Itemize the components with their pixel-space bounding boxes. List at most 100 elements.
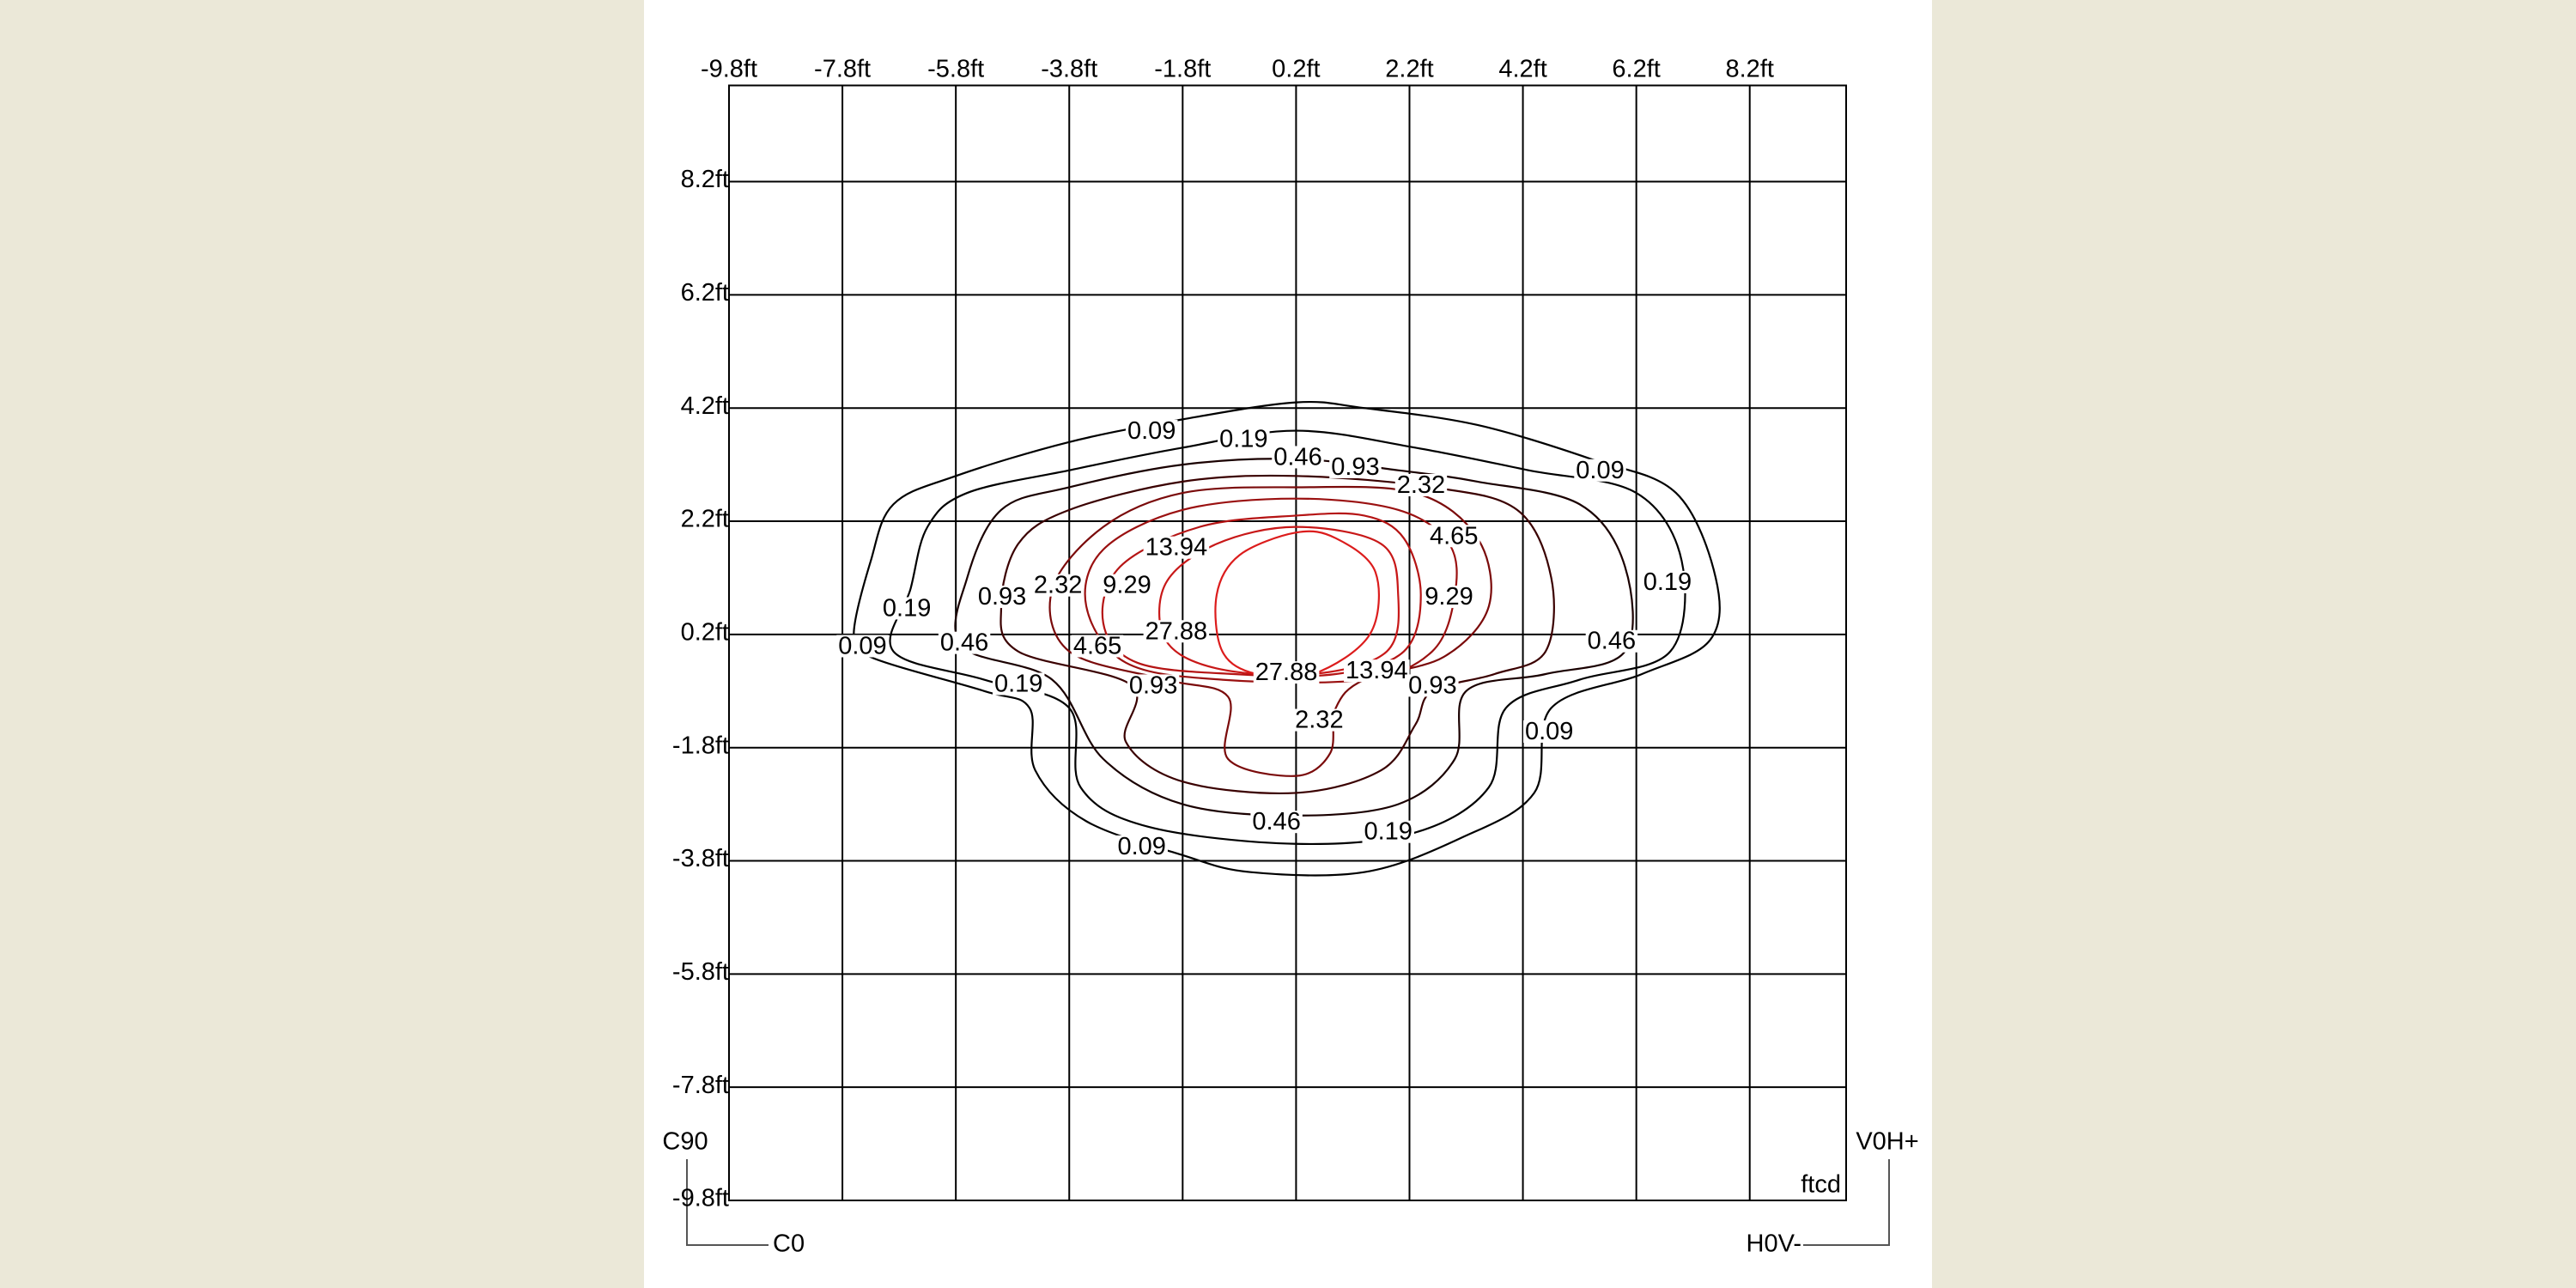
x-tick-label: -3.8ft [1041, 56, 1097, 83]
contour-label: 0.46 [1252, 808, 1300, 835]
contour-label: 0.46 [1273, 443, 1321, 471]
contour-label-group: 0.19 [992, 670, 1045, 697]
contour-label-bg [1293, 708, 1346, 732]
plot-border [728, 84, 1847, 1201]
contour-label-bg [1394, 473, 1448, 496]
contour-label-bg [1101, 574, 1153, 597]
contour-label-bg [1585, 629, 1638, 653]
contour-label: 0.09 [1525, 718, 1573, 745]
y-tick-label: -9.8ft [672, 1185, 729, 1212]
contour-label-group: 0.19 [1641, 568, 1694, 596]
x-tick-label: 2.2ft [1385, 56, 1433, 83]
contour-label-bg [1522, 720, 1576, 743]
contour-line [1048, 485, 1492, 777]
contour-label-group: 9.29 [1423, 583, 1475, 611]
c-axis-bracket [686, 1159, 769, 1246]
x-tick-label: 0.2ft [1272, 56, 1320, 83]
contour-label: 13.94 [1145, 534, 1208, 562]
contour-label-bg [1250, 811, 1303, 834]
contour-label-group: 0.93 [1406, 671, 1459, 699]
contour-label-bg [1272, 446, 1324, 469]
contour-label-group: 2.32 [1031, 572, 1084, 599]
contour-label-bg [1574, 459, 1626, 482]
y-tick-label: -7.8ft [672, 1072, 729, 1099]
y-tick-label: -5.8ft [672, 958, 729, 986]
contour-label-group: 4.65 [1428, 522, 1480, 550]
contour-label: 0.09 [1127, 417, 1176, 445]
corner-label: C90 [662, 1128, 708, 1156]
contour-label-bg [1031, 574, 1084, 597]
contour-label-bg [1428, 525, 1480, 548]
contour-label-group: 0.93 [975, 583, 1029, 611]
contour-label-group: 2.32 [1293, 707, 1346, 734]
contour-label-group: 0.19 [1218, 425, 1270, 453]
contour-label-bg [1423, 586, 1475, 609]
h-axis-bracket [1803, 1159, 1890, 1246]
contour-label-bg [1641, 570, 1694, 593]
y-tick-label: 2.2ft [681, 506, 729, 533]
contour-label-bg [1125, 419, 1178, 442]
contour-label: 9.29 [1103, 572, 1151, 599]
x-tick-label: -1.8ft [1154, 56, 1211, 83]
contour-label-group: 0.46 [1250, 808, 1303, 835]
contour-label-bg [880, 597, 933, 620]
contour-line [889, 429, 1686, 846]
contour-label-group: 27.88 [1143, 617, 1210, 645]
y-tick-label: 6.2ft [681, 279, 729, 307]
contour-label: 27.88 [1255, 659, 1318, 686]
contour-line [954, 458, 1634, 817]
contour-label-group: 0.09 [1125, 417, 1178, 445]
contour-label: 0.19 [994, 670, 1042, 697]
contour-label-bg [1406, 674, 1459, 697]
x-tick-label: 6.2ft [1612, 56, 1660, 83]
contour-label: 2.32 [1397, 471, 1445, 499]
contour-label: 4.65 [1073, 632, 1121, 659]
contour-label-group: 0.09 [836, 632, 889, 659]
contour-label-bg [1143, 536, 1210, 559]
x-tick-label: -5.8ft [927, 56, 984, 83]
contour-label-bg [1143, 620, 1210, 643]
contour-label-bg [1253, 661, 1320, 684]
contour-label-group: 0.46 [1272, 443, 1324, 471]
contour-label: 0.93 [1408, 671, 1456, 699]
contour-label: 0.93 [1129, 671, 1177, 699]
y-tick-label: 0.2ft [681, 619, 729, 647]
y-tick-label: 8.2ft [681, 166, 729, 193]
contour-label: 0.19 [1364, 818, 1412, 846]
contour-label-bg [1218, 428, 1270, 451]
contour-line [852, 400, 1721, 877]
corner-label: H0V- [1747, 1230, 1801, 1258]
x-tick-label: -9.8ft [701, 56, 757, 83]
unit-label: ftcd [1801, 1171, 1841, 1199]
contour-label: 0.19 [1219, 425, 1267, 453]
contour-label: 2.32 [1295, 707, 1343, 734]
x-tick-label: -7.8ft [814, 56, 871, 83]
contour-label-bg [1127, 674, 1180, 697]
contour-label-group: 0.09 [1574, 457, 1626, 484]
contour-label-bg [1362, 820, 1414, 843]
contour-label-group: 0.09 [1115, 833, 1168, 860]
contour-label: 13.94 [1346, 657, 1408, 684]
contour-label: 9.29 [1425, 583, 1473, 611]
contour-label: 0.09 [1117, 833, 1165, 860]
contour-label-bg [836, 635, 889, 658]
x-tick-label: 8.2ft [1726, 56, 1774, 83]
contour-label-group: 2.32 [1394, 471, 1448, 499]
contour-line [999, 474, 1555, 794]
contour-label: 0.93 [1331, 453, 1379, 481]
contour-label: 2.32 [1034, 572, 1082, 599]
contour-label-bg [975, 586, 1029, 609]
contour-label: 0.09 [1576, 457, 1624, 484]
y-tick-label: 4.2ft [681, 392, 729, 420]
contour-label: 0.19 [1643, 568, 1692, 596]
contour-label-group: 13.94 [1143, 534, 1210, 562]
contour-label: 0.93 [978, 583, 1026, 611]
y-tick-label: -3.8ft [672, 845, 729, 872]
y-tick-label: -1.8ft [672, 732, 729, 759]
contour-label-group: 27.88 [1253, 659, 1320, 686]
contour-label-bg [938, 631, 991, 654]
contour-label-group: 0.46 [1585, 628, 1638, 655]
contour-label: 0.19 [883, 594, 931, 622]
